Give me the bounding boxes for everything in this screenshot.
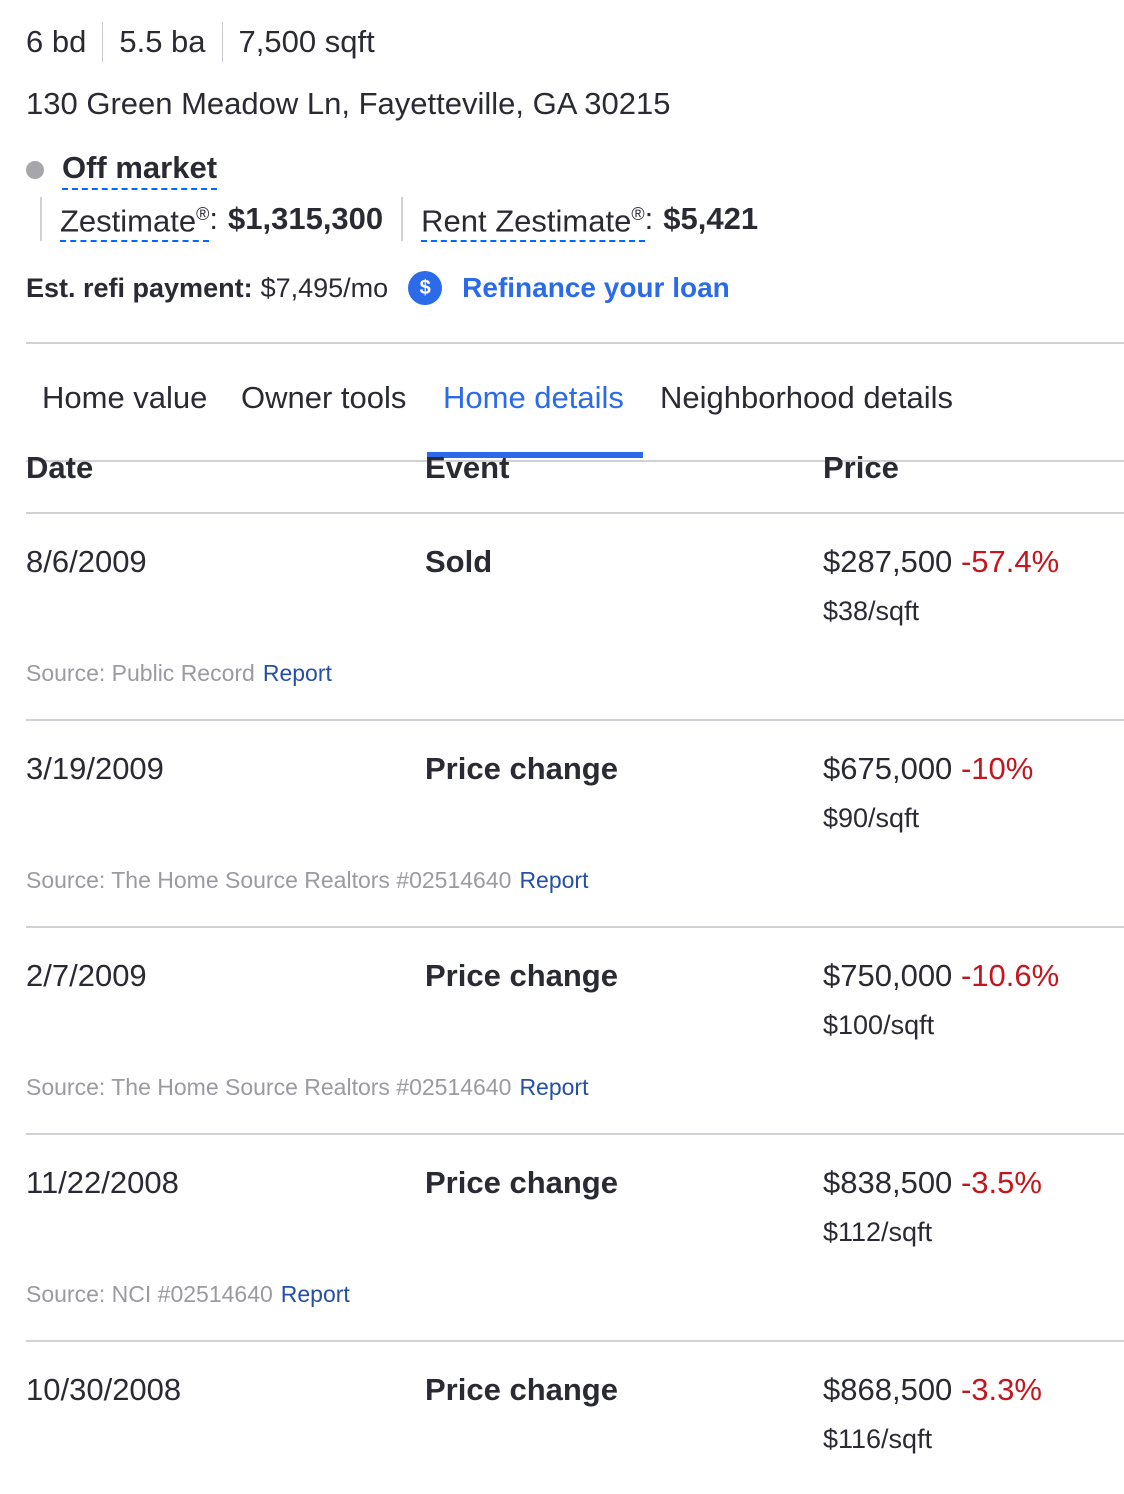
row-price-value: $675,000 xyxy=(823,751,953,786)
tab-home-details[interactable]: Home details xyxy=(443,380,624,415)
report-link[interactable]: Report xyxy=(280,1281,350,1307)
home-facts: 6 bd 5.5 ba 7,500 sqft xyxy=(26,20,391,64)
row-date: 3/19/2009 xyxy=(26,751,164,786)
row-source: Source: Public Record Report xyxy=(26,660,332,687)
row-event: Price change xyxy=(425,958,618,993)
rent-zestimate-value: $5,421 xyxy=(663,201,759,236)
table-row: 2/7/2009 Price change $750,000 -10.6% $100/… xyxy=(26,928,1124,1135)
column-header-event: Event xyxy=(425,452,510,480)
property-address: 130 Green Meadow Ln, Fayetteville, GA 30… xyxy=(26,86,671,121)
row-price: $838,500 -3.5% xyxy=(823,1165,1042,1201)
zestimate: Zestimate® : $1,315,300 xyxy=(40,196,401,242)
row-date: 10/30/2008 xyxy=(26,1372,182,1407)
column-header-price: Price xyxy=(823,452,899,480)
rent-zestimate-colon: : xyxy=(644,201,654,236)
row-price-per-sqft: $100/sqft xyxy=(823,1010,935,1040)
report-link[interactable]: Report xyxy=(519,1074,589,1100)
row-date: 8/6/2009 xyxy=(26,544,147,579)
status-dot-icon xyxy=(26,161,44,179)
tab-neighborhood-details[interactable]: Neighborhood details xyxy=(660,380,953,415)
row-price-per-sqft: $116/sqft xyxy=(823,1424,933,1454)
market-status: Off market xyxy=(26,150,218,190)
row-event: Price change xyxy=(425,1165,618,1200)
row-source-text: Source: The Home Source Realtors #025146… xyxy=(26,1074,512,1100)
column-header-date: Date xyxy=(26,452,94,480)
report-link[interactable]: Report xyxy=(519,867,589,893)
row-price: $287,500 -57.4% xyxy=(823,544,1059,580)
zestimate-label-text: Zestimate xyxy=(60,203,197,239)
row-price: $868,500 -3.3% xyxy=(823,1372,1042,1408)
zestimate-value: $1,315,300 xyxy=(228,201,384,236)
row-price-per-sqft: $38/sqft xyxy=(823,596,920,626)
tab-bar: Home value Owner tools Home details Neig… xyxy=(26,344,1124,461)
row-price-change: -57.4% xyxy=(960,544,1060,579)
row-source-text: Source: Public Record xyxy=(26,660,255,686)
row-price-change: -3.5% xyxy=(960,1165,1042,1200)
row-price-value: $868,500 xyxy=(823,1372,953,1407)
tab-home-value[interactable]: Home value xyxy=(42,380,208,415)
table-row: 10/30/2008 Price change $868,500 -3.3% $116… xyxy=(26,1342,1124,1494)
off-market-label[interactable]: Off market xyxy=(62,150,218,190)
row-price: $750,000 -10.6% xyxy=(823,958,1059,994)
row-price-change: -10.6% xyxy=(960,958,1060,993)
row-date: 2/7/2009 xyxy=(26,958,147,993)
row-price-value: $750,000 xyxy=(823,958,953,993)
sqft-value: 7,500 sqft xyxy=(221,22,391,62)
zestimate-row: Zestimate® : $1,315,300 Rent Zestimate® … xyxy=(40,196,776,242)
row-source: Source: NCI #02514640 Report xyxy=(26,1281,350,1308)
tab-owner-tools[interactable]: Owner tools xyxy=(241,380,407,415)
row-source: Source: The Home Source Realtors #025146… xyxy=(26,867,588,894)
refi-label: Est. refi payment: xyxy=(26,272,253,303)
rent-zestimate: Rent Zestimate® : $5,421 xyxy=(401,196,776,242)
row-source-text: Source: NCI #02514640 xyxy=(26,1281,273,1307)
table-row: 11/22/2008 Price change $838,500 -3.5% $112… xyxy=(26,1135,1124,1342)
row-price: $675,000 -10% xyxy=(823,751,1033,787)
refi-row: Est. refi payment: $7,495/mo $ Refinance… xyxy=(26,266,730,310)
zestimate-label[interactable]: Zestimate® xyxy=(60,196,210,242)
row-price-per-sqft: $112/sqft xyxy=(823,1217,933,1247)
divider xyxy=(26,342,1124,344)
registered-mark: ® xyxy=(196,204,210,225)
row-price-per-sqft: $90/sqft xyxy=(823,803,920,833)
header-divider xyxy=(26,512,1124,514)
refi-value: $7,495/mo xyxy=(260,272,389,303)
row-event: Sold xyxy=(425,544,493,579)
dollar-icon: $ xyxy=(408,271,443,305)
row-price-value: $287,500 xyxy=(823,544,953,579)
rent-zestimate-label[interactable]: Rent Zestimate® xyxy=(421,196,645,242)
row-source-text: Source: The Home Source Realtors #025146… xyxy=(26,867,512,893)
row-price-change: -3.3% xyxy=(960,1372,1042,1407)
registered-mark: ® xyxy=(631,204,645,225)
row-event: Price change xyxy=(425,1372,618,1407)
baths-count: 5.5 ba xyxy=(102,22,221,62)
beds-count: 6 bd xyxy=(26,24,87,59)
tabs-divider xyxy=(26,460,1124,462)
row-event: Price change xyxy=(425,751,618,786)
report-link[interactable]: Report xyxy=(262,660,332,686)
table-row: 3/19/2009 Price change $675,000 -10% $90/sq… xyxy=(26,721,1124,928)
refinance-link[interactable]: Refinance your loan xyxy=(462,272,730,303)
rent-zestimate-label-text: Rent Zestimate xyxy=(421,203,632,239)
zestimate-colon: : xyxy=(209,201,218,236)
table-row: 8/6/2009 Sold $287,500 -57.4% $38/sqft Sourc… xyxy=(26,514,1124,721)
row-date: 11/22/2008 xyxy=(26,1165,179,1200)
active-tab-indicator xyxy=(427,452,643,458)
row-price-change: -10% xyxy=(960,751,1034,786)
row-source: Source: The Home Source Realtors #025146… xyxy=(26,1074,588,1101)
row-price-value: $838,500 xyxy=(823,1165,953,1200)
